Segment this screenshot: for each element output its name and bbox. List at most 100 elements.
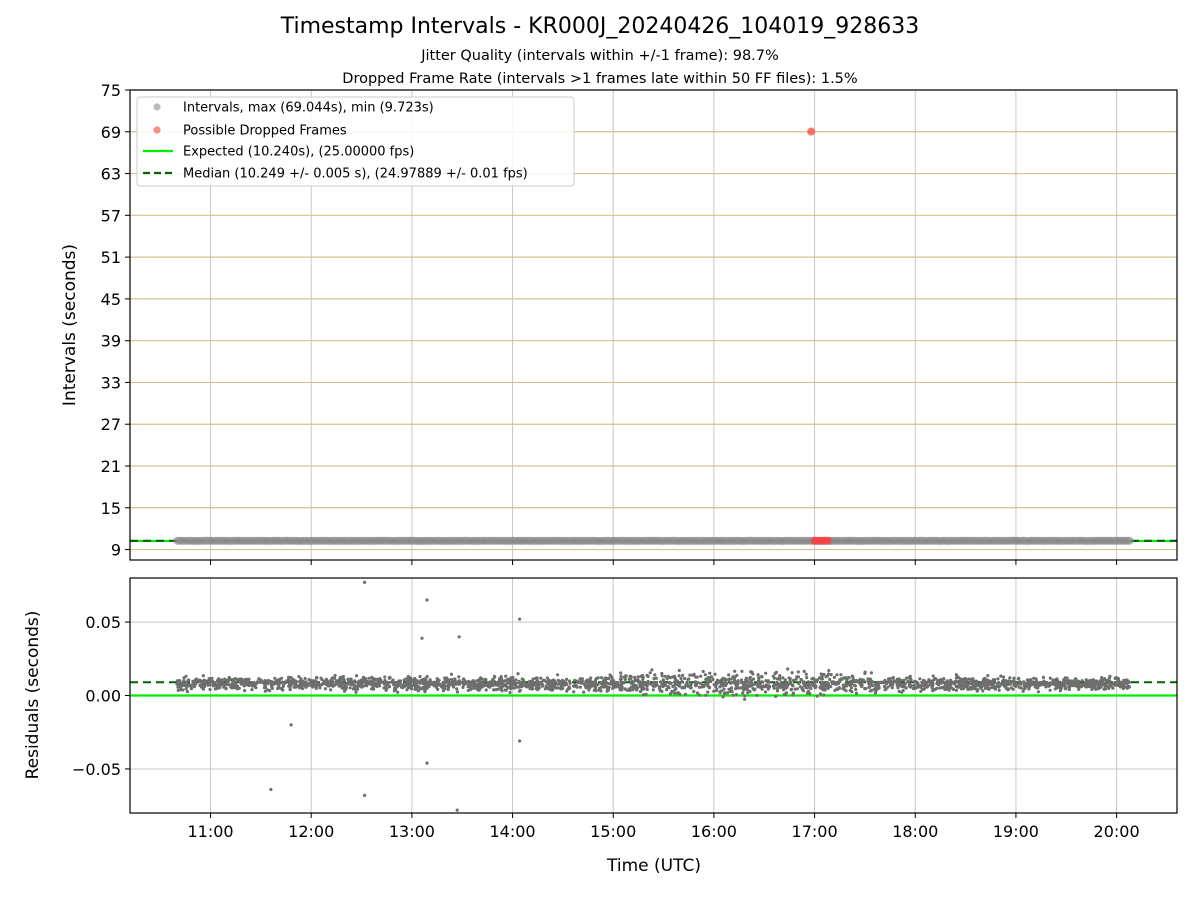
- interval-point: [652, 536, 661, 545]
- residual-point: [630, 679, 634, 684]
- interval-point: [276, 536, 285, 545]
- interval-point: [729, 536, 738, 545]
- residual-point: [779, 685, 783, 690]
- residual-point: [1099, 679, 1103, 683]
- interval-point: [1022, 537, 1031, 545]
- interval-point: [365, 536, 374, 545]
- residual-point: [756, 679, 760, 684]
- interval-point: [775, 536, 784, 545]
- residual-point: [189, 687, 193, 691]
- interval-point: [785, 536, 794, 545]
- interval-point: [748, 536, 757, 545]
- interval-point: [286, 536, 295, 545]
- residual-point: [397, 679, 401, 683]
- residual-point: [966, 677, 971, 681]
- residual-point: [658, 689, 663, 693]
- interval-point: [468, 536, 477, 545]
- residual-point: [639, 685, 643, 689]
- residual-point: [742, 688, 746, 692]
- residual-point: [324, 677, 328, 682]
- interval-point: [1046, 536, 1055, 545]
- residual-point: [1041, 675, 1046, 680]
- interval-point: [838, 536, 847, 545]
- residual-point: [209, 677, 213, 681]
- residual-point: [931, 679, 935, 683]
- residual-point: [1009, 680, 1013, 684]
- residual-point: [729, 686, 734, 690]
- interval-point: [436, 536, 445, 545]
- residual-point: [539, 676, 543, 680]
- interval-point: [565, 536, 574, 545]
- interval-point: [676, 536, 685, 545]
- residual-point: [774, 694, 778, 699]
- residual-point: [619, 680, 623, 684]
- residual-point: [668, 692, 673, 696]
- residual-point: [809, 686, 813, 691]
- residual-point: [223, 683, 228, 687]
- top-y-tick-label: 51: [101, 248, 121, 267]
- residual-point: [778, 677, 782, 682]
- residual-point: [264, 685, 268, 689]
- interval-point: [970, 536, 979, 545]
- residual-point: [867, 680, 871, 685]
- residual-point: [830, 681, 835, 686]
- residual-point: [1080, 679, 1084, 683]
- interval-point: [1040, 536, 1049, 545]
- interval-point: [892, 536, 901, 545]
- interval-point: [419, 536, 428, 545]
- residual-point: [565, 689, 569, 693]
- residual-point: [620, 688, 624, 692]
- interval-point: [673, 537, 682, 545]
- residual-point: [523, 683, 527, 688]
- interval-point: [426, 536, 435, 545]
- residual-point: [997, 688, 1001, 692]
- residual-point: [764, 679, 768, 683]
- interval-point: [688, 537, 697, 545]
- interval-point: [487, 536, 496, 545]
- interval-point: [794, 536, 803, 545]
- residual-point: [1054, 682, 1058, 686]
- interval-point: [1074, 536, 1083, 545]
- residual-outlier-point: [363, 793, 367, 798]
- interval-point: [831, 536, 840, 545]
- interval-point: [974, 536, 983, 545]
- interval-point: [543, 536, 552, 545]
- interval-point: [508, 536, 517, 545]
- interval-point: [969, 536, 978, 545]
- interval-point: [782, 536, 791, 545]
- interval-point: [771, 537, 780, 545]
- residual-point: [796, 675, 801, 679]
- interval-point: [622, 536, 631, 545]
- interval-point: [651, 536, 660, 545]
- residual-point: [790, 671, 794, 675]
- interval-point: [616, 536, 625, 545]
- residual-point: [813, 684, 817, 688]
- interval-point: [628, 536, 637, 545]
- residual-point: [646, 674, 650, 679]
- residual-point: [837, 686, 841, 690]
- interval-point: [189, 536, 198, 545]
- residual-point: [660, 674, 664, 678]
- residual-point: [748, 677, 752, 681]
- residual-point: [494, 688, 498, 692]
- residual-point: [863, 687, 867, 691]
- residual-point: [686, 684, 690, 688]
- interval-point: [509, 536, 518, 545]
- interval-point: [903, 536, 912, 545]
- interval-point: [1045, 536, 1054, 545]
- residual-point: [873, 687, 877, 691]
- interval-point: [335, 536, 344, 545]
- interval-point: [318, 536, 327, 545]
- interval-point: [325, 536, 334, 545]
- residual-point: [785, 683, 790, 688]
- residual-point: [544, 684, 548, 688]
- residual-point: [655, 683, 659, 687]
- interval-point: [523, 536, 532, 545]
- interval-point: [1056, 536, 1065, 545]
- interval-point: [287, 536, 296, 545]
- residual-point: [516, 672, 520, 676]
- residual-point: [727, 687, 731, 691]
- residual-point: [818, 685, 822, 690]
- residual-point: [1021, 689, 1025, 693]
- interval-point: [696, 537, 705, 545]
